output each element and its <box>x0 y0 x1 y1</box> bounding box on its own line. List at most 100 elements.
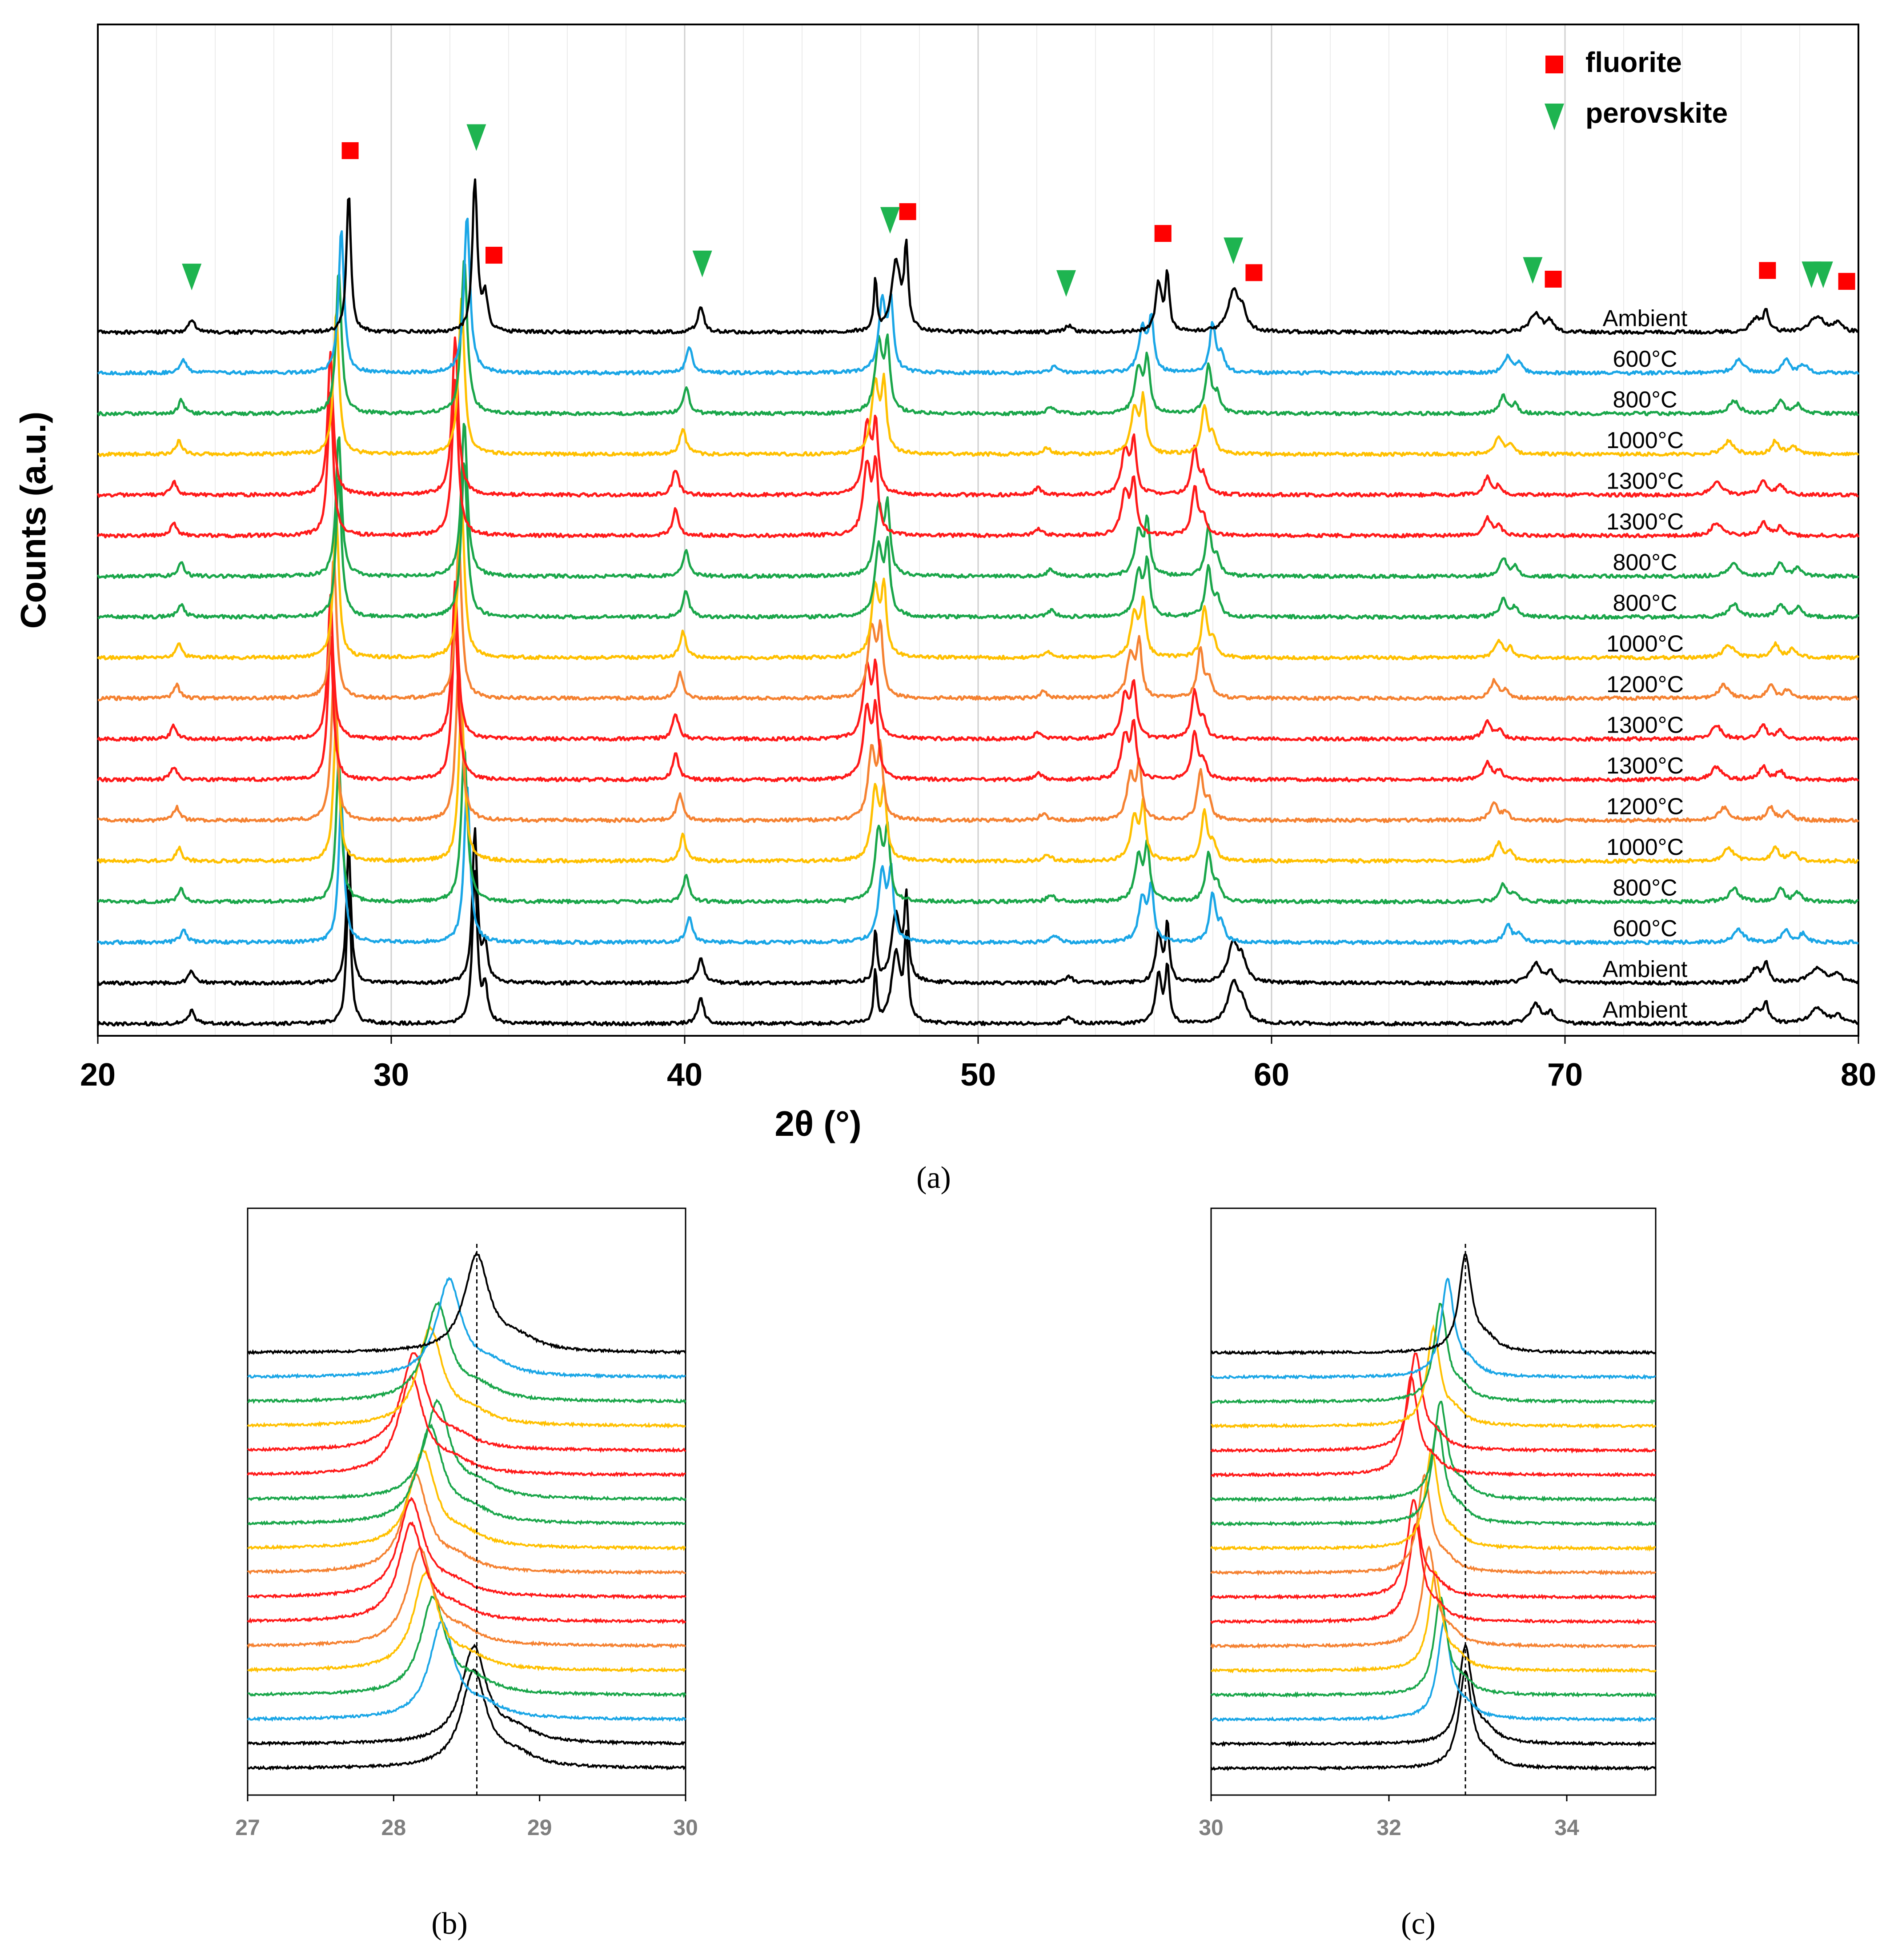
zoom-trace-ambient-17 <box>247 1251 686 1355</box>
trace-1200-8 <box>97 540 1859 701</box>
trace-ambient-0 <box>96 870 1859 1027</box>
zoom-trace-800-3 <box>1210 1596 1657 1699</box>
fluorite-marker <box>1154 225 1172 242</box>
zoom-trace-800-3 <box>247 1595 686 1698</box>
panel-c-traces <box>1210 1252 1657 1772</box>
trace-label: 1300°C <box>1606 713 1684 738</box>
trace-1300-13 <box>96 336 1858 498</box>
zoom-trace-1200-5 <box>247 1545 686 1649</box>
panel-a-trace-labels: Ambient Ambient 600°C 800°C 1000°C 1200°C 1300… <box>1603 306 1688 1023</box>
trace-1300-7 <box>96 580 1859 742</box>
zoom-trace-1000-14 <box>247 1325 686 1429</box>
x-tick-label: 32 <box>1376 1815 1401 1840</box>
trace-label: 1000°C <box>1606 428 1684 453</box>
trace-label: 1000°C <box>1606 631 1684 657</box>
x-tick-label: 34 <box>1554 1815 1579 1840</box>
panel-a-x-ticks: 20 30 40 50 60 70 80 <box>80 1036 1876 1093</box>
panel-a-y-axis-label: Counts (a.u.) <box>13 412 53 629</box>
fluorite-marker <box>1245 264 1263 281</box>
zoom-trace-600-16 <box>1210 1277 1656 1380</box>
trace-label: 1000°C <box>1606 834 1684 860</box>
trace-1000-9 <box>97 500 1859 661</box>
legend-fluorite-marker <box>1545 56 1563 73</box>
x-tick-label: 70 <box>1547 1057 1583 1093</box>
caption-b: (b) <box>431 1907 468 1941</box>
zoom-trace-1300-13 <box>247 1352 686 1454</box>
x-tick-label: 30 <box>373 1057 409 1093</box>
trace-label: 800°C <box>1613 590 1677 616</box>
zoom-trace-ambient-1 <box>247 1643 686 1747</box>
x-tick-label: 50 <box>960 1057 996 1093</box>
zoom-trace-1000-4 <box>1211 1570 1657 1674</box>
trace-label: 1300°C <box>1606 753 1684 779</box>
perovskite-marker <box>1813 261 1833 289</box>
trace-label: Ambient <box>1603 997 1688 1023</box>
perovskite-marker <box>880 207 900 234</box>
perovskite-marker <box>466 124 486 151</box>
trace-600-2 <box>97 786 1859 946</box>
zoom-trace-1300-6 <box>247 1521 686 1624</box>
fluorite-marker <box>899 203 916 220</box>
zoom-trace-ambient-1 <box>1211 1642 1657 1748</box>
legend-perovskite-marker <box>1545 104 1564 130</box>
zoom-trace-1000-14 <box>1211 1324 1657 1429</box>
perovskite-marker <box>182 264 202 291</box>
panel-a-gridlines <box>156 24 1800 1036</box>
zoom-trace-1300-12 <box>247 1374 686 1478</box>
trace-1000-14 <box>97 297 1859 457</box>
x-tick-label: 80 <box>1841 1057 1876 1093</box>
zoom-trace-ambient-17 <box>1211 1252 1657 1356</box>
fluorite-marker <box>1759 262 1776 279</box>
trace-label: 600°C <box>1613 916 1677 942</box>
caption-c: (c) <box>1401 1907 1436 1941</box>
panel-b-traces <box>247 1251 686 1771</box>
zoom-trace-1300-12 <box>1211 1375 1656 1478</box>
panel-b-chart: 27 28 29 30 (b) <box>235 1207 698 1941</box>
x-tick-label: 28 <box>381 1815 406 1840</box>
zoom-trace-800-11 <box>247 1399 686 1502</box>
x-tick-label: 30 <box>673 1815 698 1840</box>
trace-600-16 <box>97 217 1860 376</box>
trace-1300-6 <box>96 620 1859 783</box>
perovskite-marker <box>692 250 712 277</box>
trace-label: 800°C <box>1613 550 1677 576</box>
zoom-trace-600-2 <box>1211 1620 1656 1723</box>
zoom-trace-1300-13 <box>1210 1352 1657 1454</box>
zoom-trace-1200-8 <box>1210 1473 1657 1576</box>
x-tick-label: 27 <box>235 1815 260 1840</box>
panel-a-phase-markers <box>182 124 1855 297</box>
trace-label: 1300°C <box>1606 509 1684 535</box>
zoom-trace-600-2 <box>247 1619 686 1722</box>
x-tick-label: 60 <box>1254 1057 1289 1093</box>
panel-c-plot-frame <box>1210 1207 1657 1796</box>
fluorite-marker <box>1545 271 1562 288</box>
zoom-trace-ambient-0 <box>247 1668 686 1771</box>
panel-a-x-axis-label: 2θ (°) <box>774 1104 861 1143</box>
zoom-trace-1300-7 <box>247 1497 686 1600</box>
trace-label: 1200°C <box>1606 672 1684 697</box>
zoom-trace-800-15 <box>247 1301 686 1404</box>
panel-b-plot-frame <box>247 1207 686 1796</box>
trace-800-10 <box>97 462 1859 620</box>
zoom-trace-1300-6 <box>1210 1523 1657 1625</box>
zoom-trace-800-11 <box>1210 1400 1657 1503</box>
trace-label: 1200°C <box>1606 794 1684 820</box>
zoom-trace-600-16 <box>247 1277 686 1380</box>
trace-label: 800°C <box>1613 387 1677 413</box>
x-tick-label: 40 <box>667 1057 702 1093</box>
trace-ambient-17 <box>97 178 1859 335</box>
caption-a: (a) <box>916 1161 951 1195</box>
perovskite-marker <box>1523 257 1543 284</box>
perovskite-marker <box>1056 270 1076 297</box>
zoom-trace-1200-8 <box>247 1471 686 1575</box>
panel-c-chart: 30 32 34 (c) <box>1199 1207 1657 1941</box>
zoom-trace-1000-4 <box>247 1569 686 1674</box>
trace-1200-5 <box>97 662 1859 823</box>
trace-ambient-1 <box>96 827 1860 986</box>
trace-1300-12 <box>96 379 1860 539</box>
trace-label: 600°C <box>1613 346 1677 372</box>
panel-a-chart: Ambient Ambient 600°C 800°C 1000°C 1200°C 1300… <box>13 24 1876 1195</box>
trace-label: Ambient <box>1603 306 1688 332</box>
x-tick-label: 30 <box>1199 1815 1224 1840</box>
